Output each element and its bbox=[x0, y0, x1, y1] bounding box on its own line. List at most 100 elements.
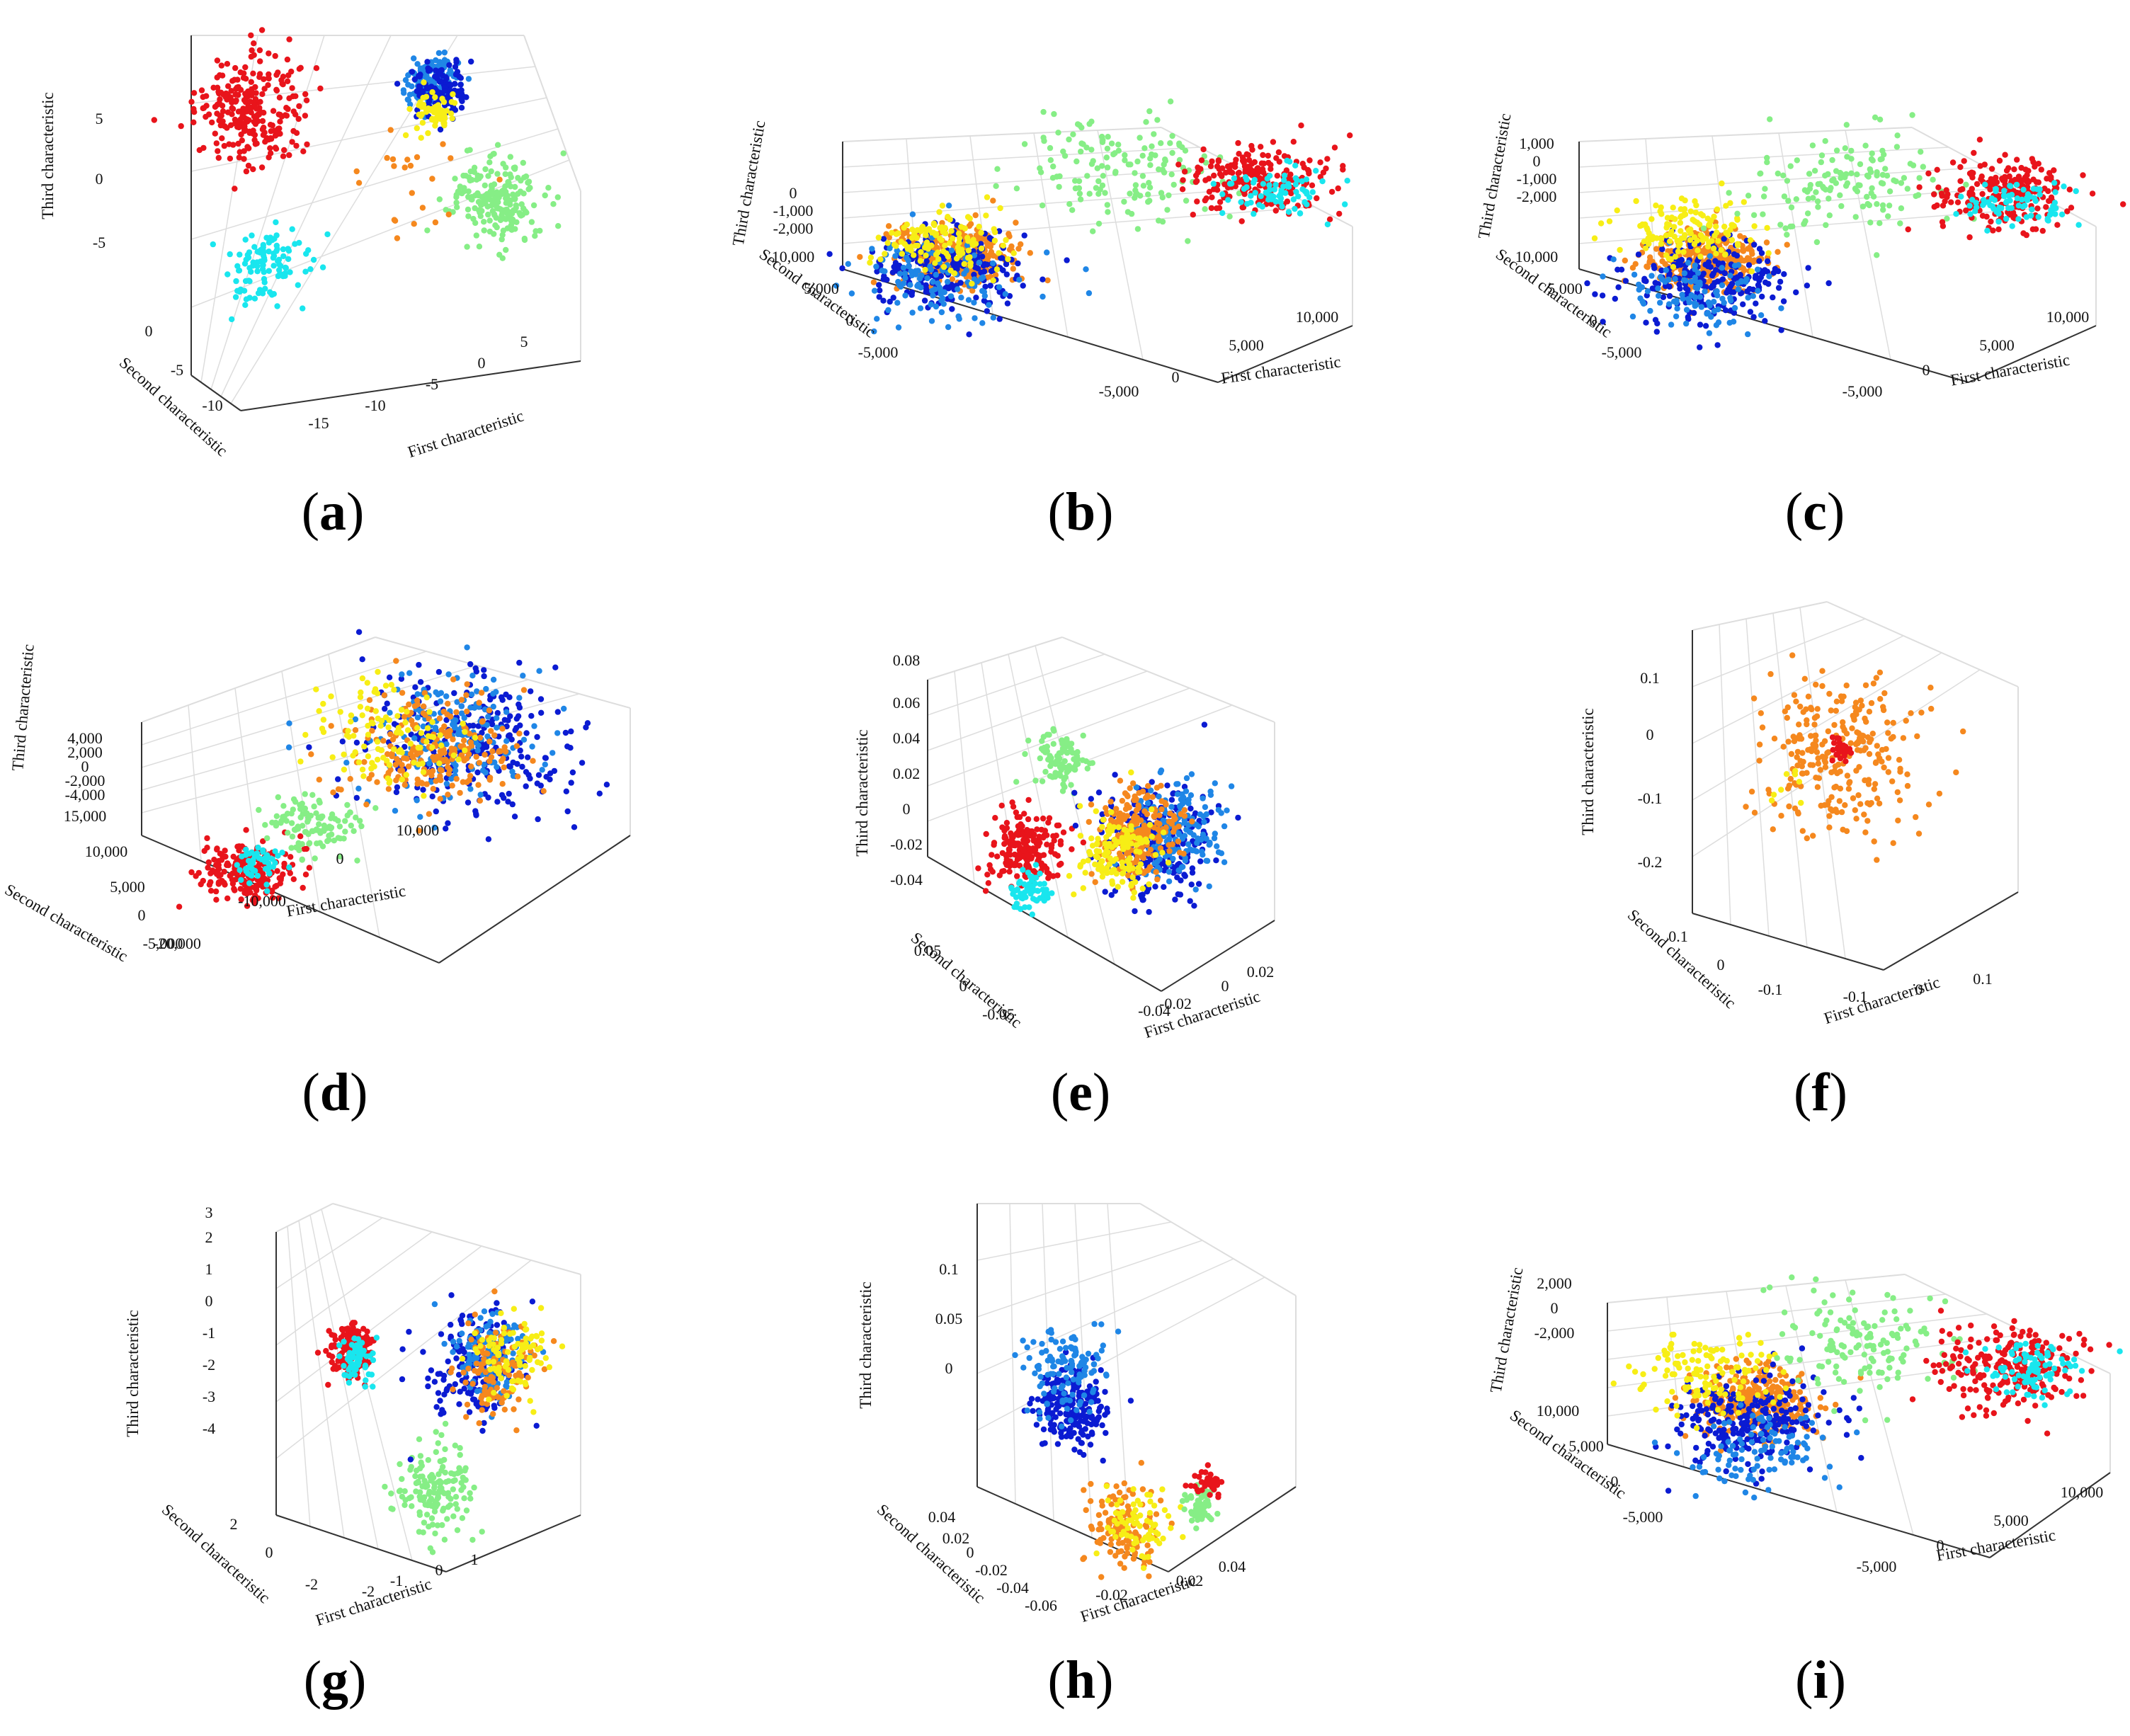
data-point bbox=[484, 721, 490, 729]
data-point bbox=[409, 754, 416, 760]
data-point bbox=[1132, 182, 1139, 188]
data-point bbox=[561, 705, 567, 712]
data-point bbox=[876, 282, 882, 288]
data-point bbox=[261, 110, 267, 116]
data-point bbox=[1020, 282, 1026, 289]
data-point bbox=[433, 105, 439, 112]
data-point bbox=[1084, 173, 1090, 179]
data-point bbox=[1823, 222, 1829, 229]
data-point bbox=[1754, 266, 1761, 273]
data-point bbox=[495, 199, 501, 205]
data-point bbox=[945, 214, 951, 220]
caption-c: (c) bbox=[1784, 482, 1845, 542]
data-point bbox=[1127, 190, 1133, 197]
data-point bbox=[1040, 815, 1047, 822]
data-point bbox=[955, 244, 962, 251]
data-point bbox=[437, 126, 444, 133]
data-point bbox=[267, 135, 274, 142]
data-point bbox=[880, 297, 887, 304]
data-point bbox=[261, 130, 268, 136]
data-point bbox=[277, 111, 283, 118]
data-point bbox=[1013, 185, 1020, 192]
data-point bbox=[936, 209, 942, 215]
data-point bbox=[884, 240, 891, 246]
data-point bbox=[966, 223, 973, 229]
data-point bbox=[839, 265, 845, 272]
data-point bbox=[1080, 732, 1086, 739]
data-point bbox=[543, 774, 549, 780]
data-point bbox=[1099, 139, 1106, 145]
gridline bbox=[927, 687, 1190, 787]
y-tick-label: 0 bbox=[145, 322, 153, 340]
data-point bbox=[1801, 220, 1808, 227]
data-point bbox=[1872, 114, 1879, 120]
data-point bbox=[312, 827, 319, 833]
data-point bbox=[532, 228, 539, 234]
data-point bbox=[272, 144, 279, 151]
data-point bbox=[907, 282, 913, 288]
gridline bbox=[842, 147, 1200, 168]
data-point bbox=[269, 895, 276, 901]
data-point bbox=[1132, 170, 1138, 176]
data-point bbox=[1745, 193, 1752, 199]
data-point bbox=[1103, 154, 1110, 161]
data-point bbox=[296, 103, 302, 110]
data-point bbox=[998, 255, 1004, 261]
data-point bbox=[975, 865, 981, 872]
data-point bbox=[240, 74, 247, 81]
data-point bbox=[477, 797, 484, 804]
data-point bbox=[468, 58, 474, 65]
data-point bbox=[1095, 220, 1103, 227]
gridline bbox=[1035, 645, 1115, 965]
data-point bbox=[506, 790, 512, 797]
data-point bbox=[1864, 200, 1871, 207]
data-point bbox=[335, 786, 342, 792]
data-point bbox=[1815, 181, 1821, 188]
data-point bbox=[1006, 246, 1013, 253]
data-point bbox=[1765, 280, 1772, 287]
axis-second-e bbox=[927, 856, 1162, 992]
data-point bbox=[883, 231, 889, 237]
data-point bbox=[1043, 865, 1050, 872]
data-point bbox=[416, 828, 422, 834]
data-point bbox=[549, 750, 556, 756]
data-point bbox=[1268, 166, 1274, 172]
data-point bbox=[212, 888, 220, 895]
data-point bbox=[418, 730, 425, 736]
data-point bbox=[1015, 260, 1021, 267]
data-point bbox=[242, 91, 249, 97]
data-point bbox=[1260, 152, 1266, 159]
y-tick-label: 10,000 bbox=[85, 843, 128, 860]
data-point bbox=[251, 261, 257, 267]
data-point bbox=[1159, 194, 1166, 201]
data-point bbox=[1733, 252, 1741, 259]
data-point bbox=[242, 236, 249, 243]
data-point bbox=[1242, 174, 1249, 181]
data-point bbox=[1167, 140, 1173, 147]
data-point bbox=[584, 720, 591, 726]
data-point bbox=[414, 797, 420, 804]
data-point bbox=[992, 272, 999, 278]
data-point bbox=[2020, 230, 2027, 236]
data-point bbox=[2020, 177, 2027, 183]
data-point bbox=[1285, 209, 1292, 215]
data-point bbox=[507, 171, 513, 178]
data-point bbox=[1009, 799, 1015, 806]
data-point bbox=[1727, 200, 1733, 206]
data-point bbox=[2051, 167, 2057, 173]
data-point bbox=[554, 730, 561, 736]
data-point bbox=[452, 767, 459, 774]
data-point bbox=[317, 85, 324, 92]
data-point bbox=[1996, 157, 2003, 164]
data-point bbox=[1146, 180, 1152, 186]
z-axis-label: Third characteristic bbox=[8, 644, 38, 772]
data-point bbox=[939, 219, 945, 227]
data-point bbox=[893, 243, 899, 249]
data-point bbox=[528, 688, 534, 695]
data-point bbox=[1710, 283, 1716, 290]
data-point bbox=[1105, 134, 1111, 140]
data-point bbox=[554, 194, 561, 200]
data-point bbox=[1180, 177, 1186, 183]
data-point bbox=[328, 824, 335, 831]
box-edge bbox=[523, 35, 581, 192]
